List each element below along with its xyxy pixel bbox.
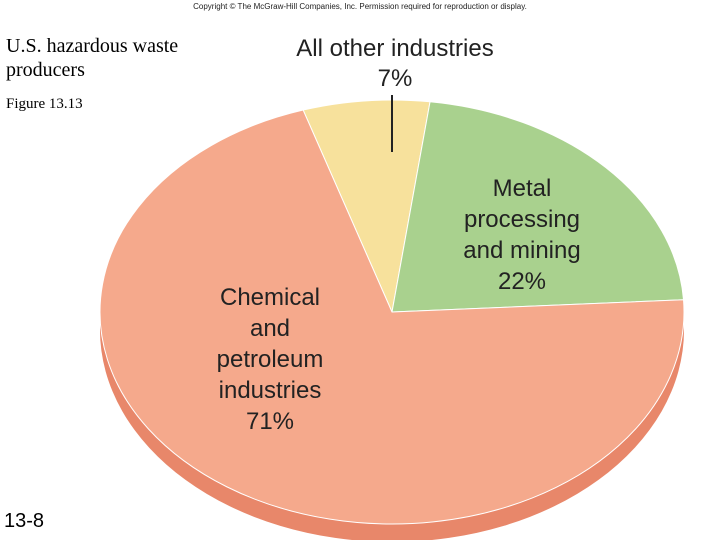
pie-label-line: 7% bbox=[378, 65, 413, 92]
pie-label-2: Chemical and petroleum industries 71% bbox=[217, 284, 324, 435]
pie-label-line: processing bbox=[464, 206, 580, 233]
pie-label-line: and mining bbox=[463, 237, 580, 264]
pie-label-line: Metal bbox=[493, 175, 552, 202]
pie-label-line: Chemical bbox=[220, 284, 320, 311]
pie-slices bbox=[99, 99, 685, 525]
pie-label-0: All other industries 7% bbox=[296, 35, 493, 92]
pie-label-line: 71% bbox=[246, 408, 294, 435]
pie-slice-1 bbox=[391, 101, 685, 313]
pie-label-line: 22% bbox=[498, 268, 546, 295]
slide-title: U.S. hazardous waste producers bbox=[6, 35, 179, 81]
pie-slice-2 bbox=[99, 109, 685, 525]
pie-label-line: and bbox=[250, 315, 290, 342]
figure-label: Figure 13.13 bbox=[6, 96, 83, 112]
pie-label-line: industries bbox=[219, 377, 322, 404]
copyright-notice: Copyright © The McGraw-Hill Companies, I… bbox=[193, 2, 527, 11]
pie-labels: All other industries 7% Metal processing and… bbox=[217, 35, 581, 435]
pie-label-line: petroleum bbox=[217, 346, 324, 373]
pie-label-line: All other industries bbox=[296, 35, 493, 62]
slide-number: 13-8 bbox=[4, 510, 45, 532]
pie-label-1: Metal processing and mining 22% bbox=[463, 175, 580, 295]
pie-slice-0 bbox=[302, 99, 431, 314]
